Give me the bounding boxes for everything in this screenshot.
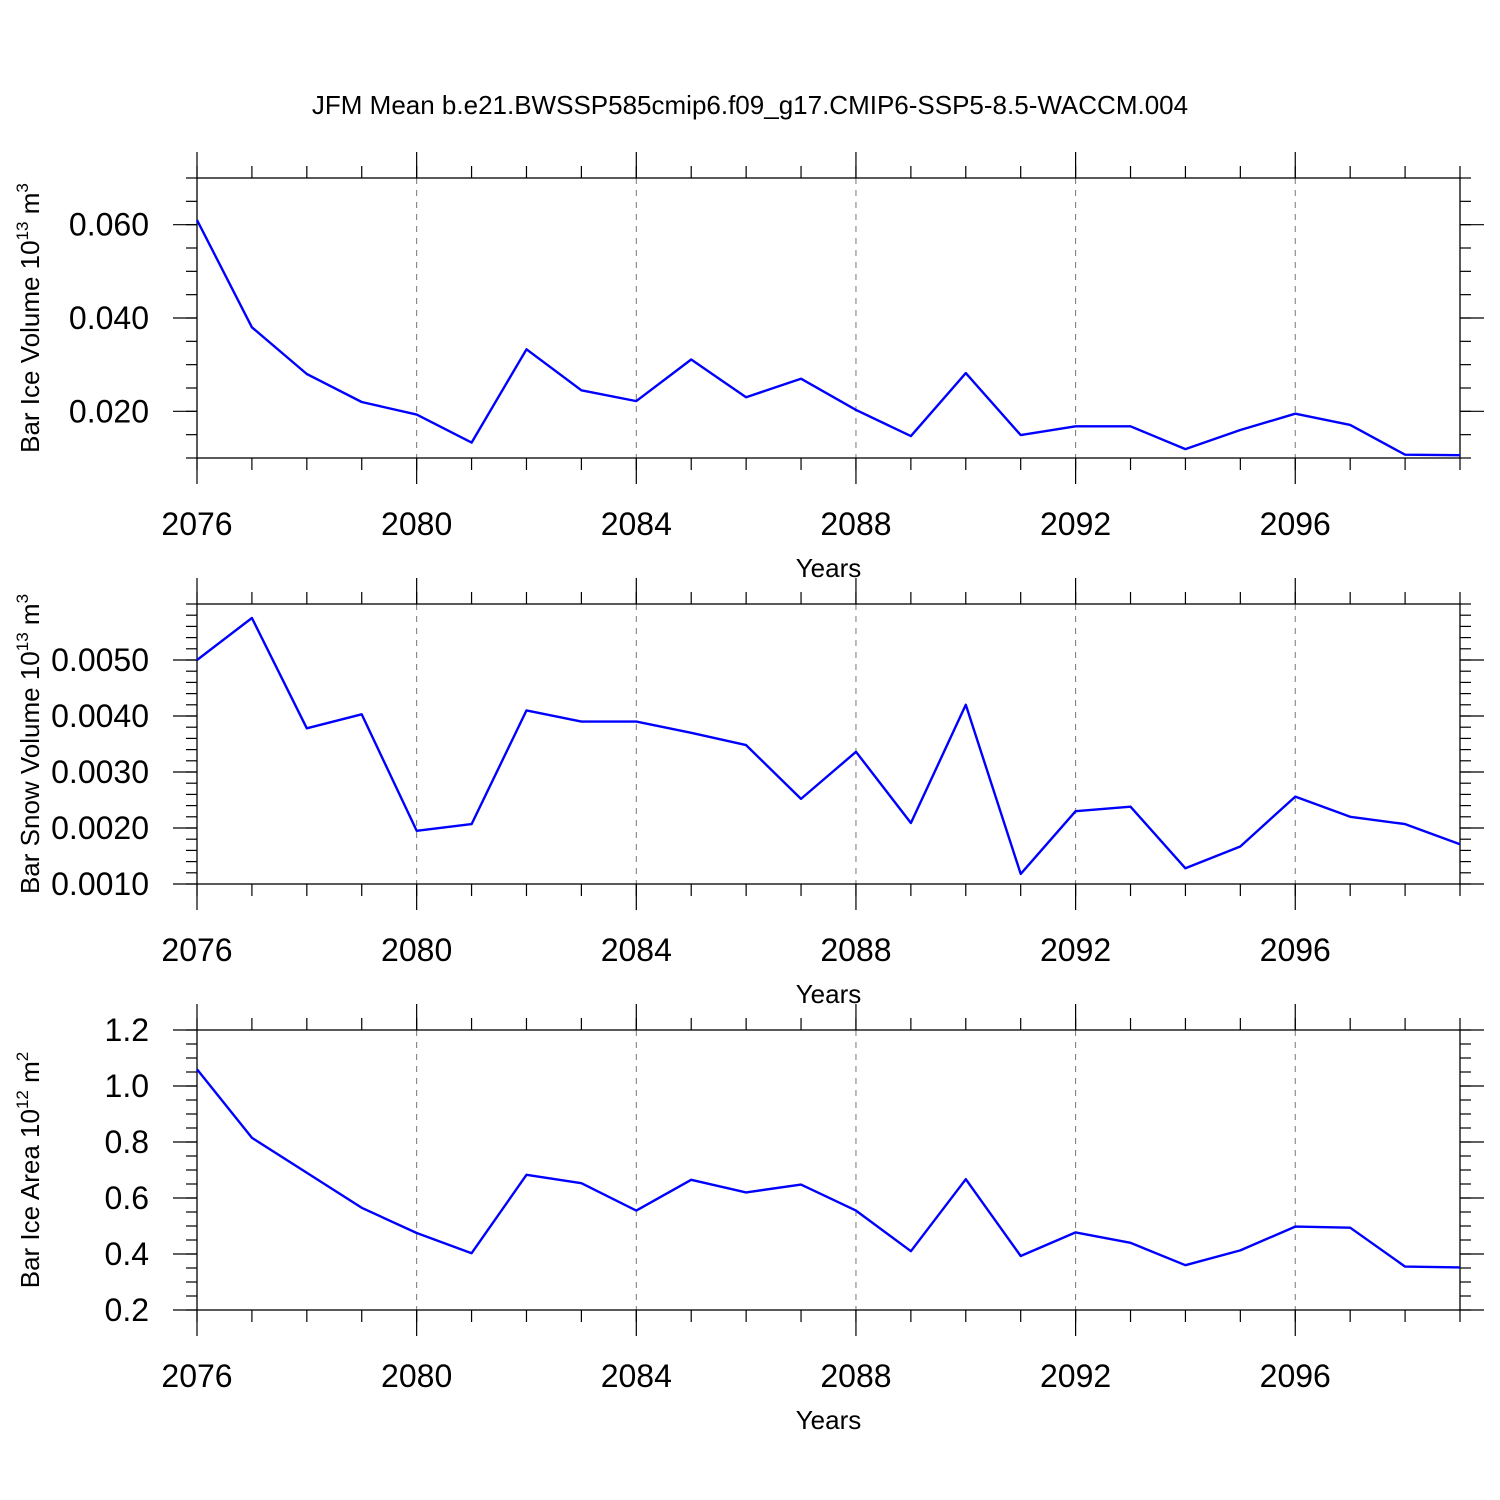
x-tick-label: 2084 (601, 932, 672, 968)
x-tick-label: 2088 (820, 506, 891, 542)
plot-frame (196, 603, 1461, 885)
y-tick-label: 0.0030 (51, 754, 149, 790)
y-axis-label: Bar Ice Area 1012 m2 (13, 1052, 45, 1289)
y-tick-label: 0.060 (69, 207, 149, 243)
x-tick-label: 2080 (381, 932, 452, 968)
y-tick-label: 0.0010 (51, 866, 149, 902)
y-axis-label: Bar Snow Volume 1013 m3 (13, 594, 45, 894)
chart-title: JFM Mean b.e21.BWSSP585cmip6.f09_g17.CMI… (312, 90, 1188, 120)
x-tick-label: 2092 (1040, 506, 1111, 542)
y-tick-label: 0.020 (69, 393, 149, 429)
y-tick-label: 1.2 (105, 1012, 149, 1048)
x-axis-label: Years (796, 1405, 862, 1435)
y-axis-label: Bar Ice Volume 1013 m3 (13, 183, 45, 453)
x-tick-label: 2092 (1040, 932, 1111, 968)
x-axis-label: Years (796, 553, 862, 583)
series-line (195, 219, 1461, 457)
x-tick-label: 2096 (1260, 932, 1331, 968)
chart-panel-1: 0.020 0.040 0.060 2076 2080 2084 2088 2092 2096 Y… (13, 152, 1484, 583)
x-tick-label: 2096 (1260, 1358, 1331, 1394)
chart-panel-3: 0.2 0.4 0.6 0.8 1.0 1.2 2076 2080 2084 2088 2092 20… (13, 1004, 1484, 1435)
y-tick-label: 0.0050 (51, 642, 149, 678)
x-tick-label: 2076 (161, 932, 232, 968)
x-tick-label: 2084 (601, 1358, 672, 1394)
y-tick-label: 0.0020 (51, 810, 149, 846)
y-tick-label: 0.2 (105, 1292, 149, 1328)
x-tick-label: 2096 (1260, 506, 1331, 542)
chart-panel-2: 0.0010 0.0020 0.0030 0.0040 0.0050 2076 2080 20… (13, 578, 1484, 1009)
x-tick-label: 2084 (601, 506, 672, 542)
x-tick-label: 2092 (1040, 1358, 1111, 1394)
x-axis-label: Years (796, 979, 862, 1009)
x-tick-label: 2088 (820, 1358, 891, 1394)
y-tick-label: 0.0040 (51, 698, 149, 734)
y-tick-label: 0.8 (105, 1124, 149, 1160)
x-tick-label: 2076 (161, 506, 232, 542)
y-tick-label: 0.6 (105, 1180, 149, 1216)
y-tick-label: 0.040 (69, 300, 149, 336)
x-tick-label: 2080 (381, 1358, 452, 1394)
x-tick-label: 2080 (381, 506, 452, 542)
series-line (196, 616, 1461, 876)
x-tick-label: 2088 (820, 932, 891, 968)
x-tick-label: 2076 (161, 1358, 232, 1394)
series-line (196, 1068, 1461, 1269)
y-tick-label: 1.0 (105, 1068, 149, 1104)
y-tick-label: 0.4 (105, 1236, 149, 1272)
